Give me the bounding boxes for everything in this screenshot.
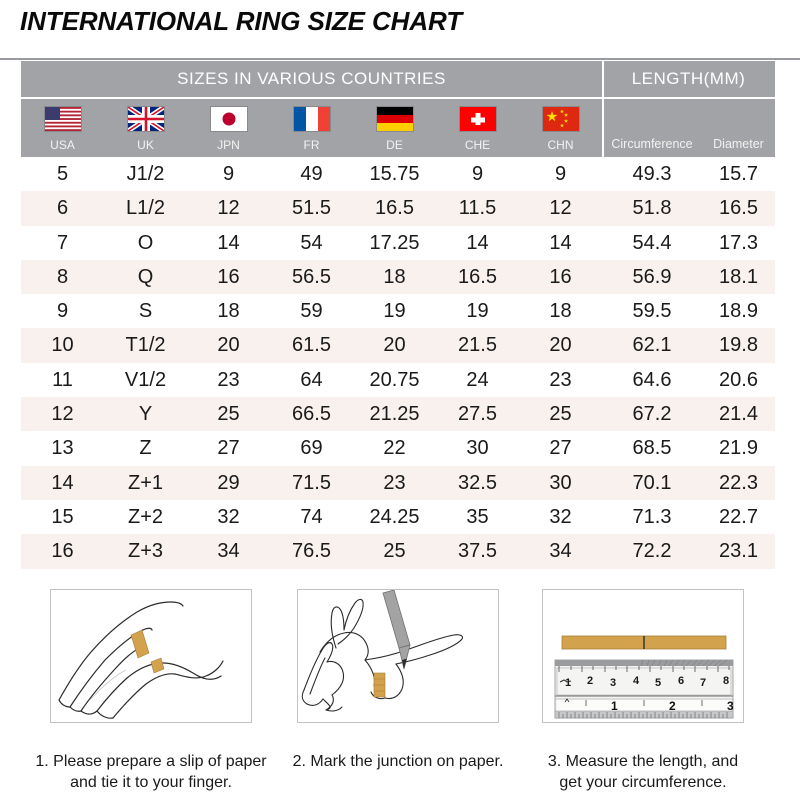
svg-text:3: 3	[610, 677, 616, 689]
svg-text:7: 7	[700, 677, 706, 689]
svg-text:8: 8	[723, 675, 729, 687]
svg-text:1: 1	[565, 677, 571, 689]
svg-text:4: 4	[633, 675, 640, 687]
svg-text:5: 5	[655, 677, 661, 689]
svg-text:1: 1	[611, 699, 618, 713]
svg-text:2: 2	[669, 699, 676, 713]
svg-text:6: 6	[678, 675, 684, 687]
svg-text:2: 2	[587, 675, 593, 687]
svg-text:3: 3	[727, 699, 734, 713]
